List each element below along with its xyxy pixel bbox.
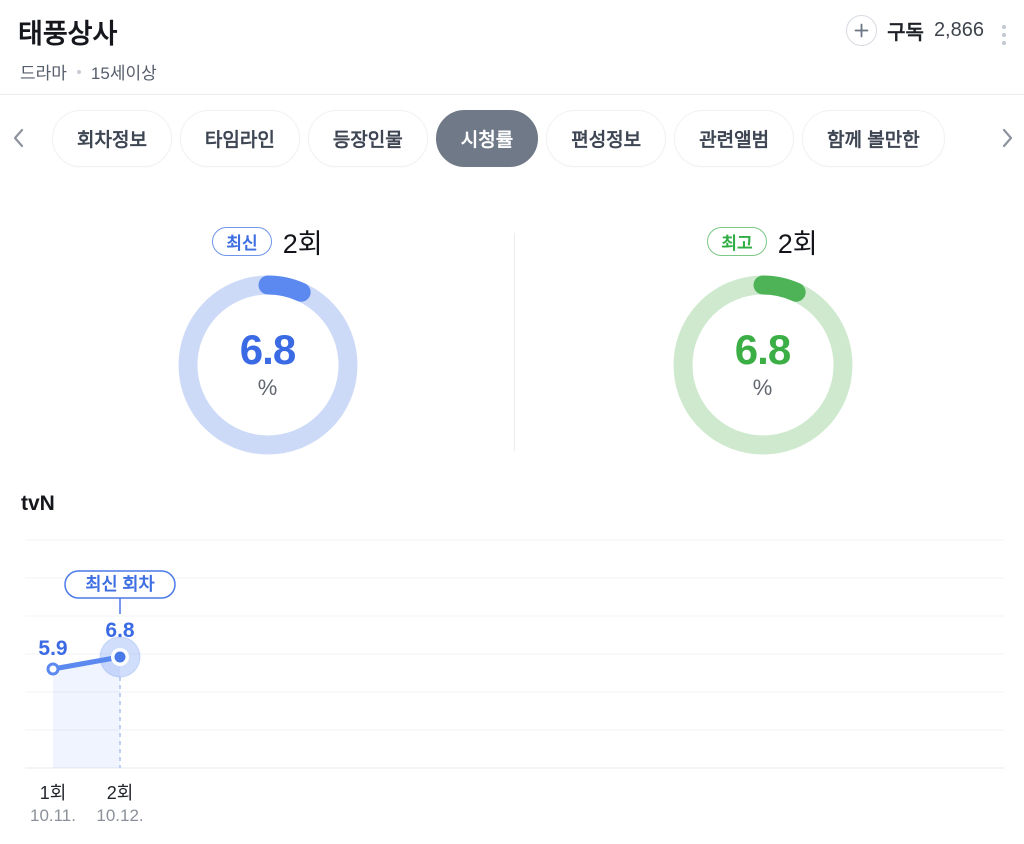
tab-recommended[interactable]: 함께 볼만한 <box>802 110 945 167</box>
donut-track <box>178 275 357 455</box>
ratings-trend-chart: 5.9 6.8 최신 회차 1회 10.11. 2회 10.12. <box>25 539 1004 825</box>
tab-schedule-info[interactable]: 편성정보 <box>546 110 667 167</box>
plus-icon <box>846 15 878 46</box>
tooltip-label: 최신 회차 <box>85 574 154 594</box>
page-title: 태풍상사 <box>18 19 118 49</box>
best-rating-donut-chart: 6.8 % <box>670 272 856 458</box>
age-rating-label: 15세이상 <box>90 64 157 83</box>
x-tick-episode: 2회 <box>107 783 134 803</box>
tab-related-albums[interactable]: 관련앨범 <box>674 110 795 167</box>
channel-label: tvN <box>21 492 55 515</box>
donut-arc <box>673 275 852 455</box>
donut-track <box>673 275 852 455</box>
latest-rating-donut-chart: 6.8 % <box>175 272 361 458</box>
latest-episode-label: 2회 <box>282 229 323 259</box>
data-point-ep1[interactable] <box>46 662 60 676</box>
dot-separator-icon <box>76 69 81 74</box>
tab-ratings[interactable]: 시청률 <box>435 110 539 167</box>
x-tick-date: 10.11. <box>30 806 76 825</box>
program-meta: 드라마 15세이상 <box>20 59 157 84</box>
subscribe-button[interactable]: 구독 2,866 <box>846 15 984 46</box>
donut-arc <box>178 275 357 455</box>
tab-episode-info[interactable]: 회차정보 <box>52 110 172 167</box>
category-label: 드라마 <box>20 64 67 83</box>
subscribe-label: 구독 <box>887 22 924 44</box>
latest-episode-tooltip: 최신 회차 <box>64 570 176 614</box>
tab-scroll-right-button[interactable] <box>998 127 1016 154</box>
tab-scroll-left-button[interactable] <box>10 127 28 154</box>
gridlines <box>25 539 1004 769</box>
latest-rating-card: 최신 2회 6.8 % <box>20 210 515 458</box>
header-divider <box>0 94 1024 95</box>
chevron-left-icon <box>13 128 24 148</box>
kebab-icon <box>1002 25 1006 29</box>
more-menu-button[interactable] <box>1000 23 1008 47</box>
vertical-divider <box>514 233 515 451</box>
x-tick-episode: 1회 <box>40 783 67 803</box>
best-episode-label: 2회 <box>777 229 818 259</box>
series-line <box>50 654 123 672</box>
subscriber-count: 2,866 <box>933 19 984 41</box>
data-point-ep2[interactable] <box>114 651 126 663</box>
latest-badge: 최신 <box>212 227 272 256</box>
tab-timeline[interactable]: 타임라인 <box>179 110 300 167</box>
point-value-label: 6.8 <box>105 619 135 642</box>
best-badge: 최고 <box>707 227 767 256</box>
best-rating-card: 최고 2회 6.8 % <box>515 210 1010 458</box>
x-tick-date: 10.12. <box>96 806 143 825</box>
series-area-fill <box>53 657 120 768</box>
chevron-right-icon <box>1002 128 1013 148</box>
point-value-label: 5.9 <box>38 637 67 660</box>
tab-bar: 회차정보 타임라인 등장인물 시청률 편성정보 관련앨범 함께 볼만한 <box>52 110 992 169</box>
tab-characters[interactable]: 등장인물 <box>307 110 428 167</box>
